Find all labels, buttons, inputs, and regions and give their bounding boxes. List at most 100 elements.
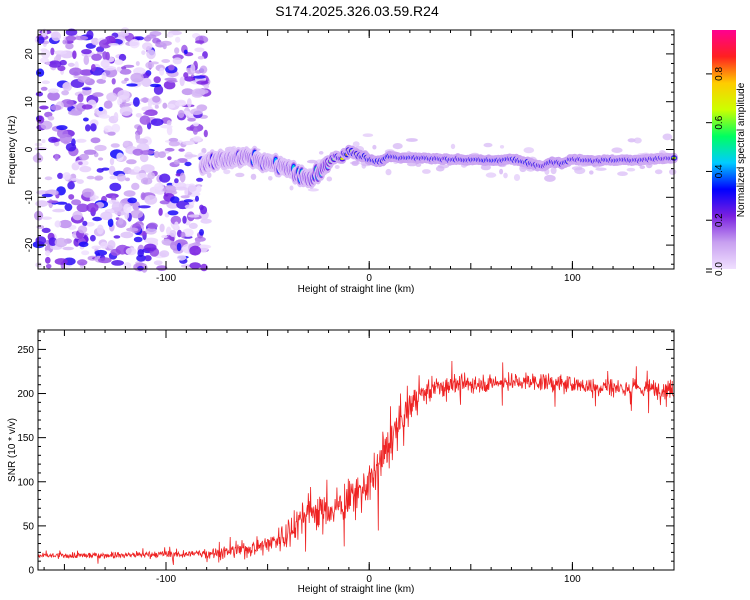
spectrogram-noise-blob	[194, 47, 205, 53]
spectrogram-noise-blob	[100, 59, 110, 68]
spectrogram-noise-blob	[41, 193, 53, 198]
spectrogram-noise-blob	[68, 194, 75, 200]
spectrogram-noise-blob	[117, 89, 130, 100]
spectrogram-noise-blob	[196, 177, 204, 182]
spectrogram-noise-blob	[189, 262, 201, 269]
colorbar-tick-label: 0.4	[714, 164, 725, 178]
snr-y-tick-label: 50	[23, 521, 35, 532]
snr-y-tick-label: 0	[28, 566, 34, 577]
spectrogram-noise-blob	[147, 98, 153, 109]
spectrogram-noise-blob	[45, 256, 51, 264]
spectrogram-noise-blob	[190, 108, 203, 115]
spectrogram-noise-blob	[144, 243, 157, 252]
spectrogram-noise-blob	[152, 95, 161, 103]
spectrogram-noise-blob	[46, 200, 59, 204]
spectrogram-noise-blob	[119, 106, 133, 116]
spectrogram-noise-blob	[75, 138, 87, 143]
colorbar-tick-label: 0.8	[714, 67, 725, 81]
snr-series-line	[37, 360, 675, 565]
spectrogram-noise-blob	[108, 43, 119, 47]
spectrogram-noise-blob	[64, 203, 73, 212]
spectrogram-noise-blob	[96, 168, 104, 173]
spectrogram-noise-blob	[166, 33, 174, 38]
spectrogram-noise-blob	[102, 51, 108, 60]
spectrogram-noise-blob	[79, 165, 92, 173]
colorbar-tick-label: 0.0	[714, 262, 725, 276]
spectrogram-noise-blob	[83, 149, 97, 155]
spectrogram-noise-blob	[523, 147, 535, 154]
spectrogram-noise-blob	[166, 103, 176, 109]
spectrogram-noise-blob	[147, 172, 155, 180]
spectrogram-noise-blob	[175, 173, 182, 177]
spectrogram-noise-blob	[71, 178, 79, 182]
spectrogram-noise-blob	[126, 159, 137, 165]
spectrogram-noise-blob	[188, 222, 198, 229]
spectrogram-noise-blob	[192, 127, 198, 135]
spectrogram-noise-blob	[48, 60, 62, 68]
snr-y-tick-label: 250	[17, 345, 34, 356]
spectrogram-noise-blob	[318, 151, 324, 155]
spectrogram-noise-blob	[109, 182, 122, 192]
spectrogram-noise-blob	[51, 31, 61, 42]
spectrogram-noise-blob	[40, 86, 48, 91]
spectrogram-noise-blob	[62, 39, 68, 45]
snr-plot-background	[38, 330, 674, 570]
spectrogram-noise-blob	[91, 53, 102, 61]
spectrogram-noise-blob	[268, 176, 273, 181]
spectrogram-noise-blob	[153, 76, 161, 84]
spectrogram-noise-blob	[154, 104, 159, 109]
spectrogram-noise-blob	[550, 167, 557, 175]
spectrogram-noise-blob	[110, 143, 120, 148]
spectrogram-noise-blob	[96, 224, 104, 235]
spectrogram-noise-blob	[173, 159, 180, 165]
spectrogram-noise-blob	[140, 150, 155, 155]
spectrogram-noise-blob	[45, 250, 51, 257]
spectrogram-noise-blob	[85, 222, 95, 227]
spectrogram-noise-blob	[132, 201, 141, 211]
spectrogram-noise-blob	[162, 43, 167, 50]
spectrogram-noise-blob	[41, 227, 51, 233]
spectrogram-noise-blob	[170, 196, 180, 204]
spectrogram-noise-blob	[101, 72, 107, 81]
spectrogram-noise-blob	[178, 148, 185, 152]
snr-panel: -100 0 100 0 50 100 150 200 250 Height of straig…	[7, 329, 675, 595]
spectrogram-noise-blob	[77, 225, 88, 234]
spectrogram-noise-blob	[669, 168, 677, 175]
spectrogram-noise-blob	[167, 156, 172, 161]
spectrogram-noise-blob	[139, 115, 151, 125]
colorbar: 0.0 0.2 0.4 0.6 0.8 Normalized spectral ampl…	[706, 30, 747, 276]
spectrogram-noise-blob	[59, 59, 67, 66]
spectrogram-noise-blob	[627, 138, 636, 143]
spectrogram-noise-blob	[326, 176, 333, 182]
spectrogram-noise-blob	[111, 201, 123, 212]
spectrogram-noise-blob	[203, 84, 210, 89]
spectrogram-noise-blob	[611, 147, 623, 153]
spectrogram-noise-blob	[174, 178, 179, 184]
spectrogram-noise-blob	[92, 216, 102, 222]
spectrogram-noise-blob	[174, 221, 179, 230]
spectrogram-noise-blob	[53, 50, 67, 55]
spectrogram-noise-blob	[119, 68, 132, 75]
spectrogram-noise-blob	[86, 30, 94, 39]
spectrogram-noise-blob	[250, 173, 257, 180]
spectrogram-noise-blob	[54, 153, 59, 161]
spectrogram-noise-blob	[161, 234, 168, 239]
spectrogram-noise-blob	[156, 265, 168, 271]
spectrogram-noise-blob	[96, 46, 105, 53]
spectrogram-noise-blob	[107, 240, 116, 250]
spectrogram-noise-blob	[45, 264, 52, 269]
snr-x-tick-label: 100	[564, 574, 581, 585]
spectrogram-noise-blob	[115, 244, 130, 255]
spectrogram-noise-blob	[94, 144, 107, 152]
spectrogram-noise-blob	[130, 209, 144, 219]
spectrogram-noise-blob	[81, 49, 92, 55]
spectrogram-noise-blob	[109, 157, 115, 166]
spectrogram-noise-blob	[113, 112, 119, 122]
spectrogram-noise-blob	[98, 257, 112, 264]
spectrogram-noise-blob	[352, 141, 360, 147]
spectrogram-y-tick-label: 10	[24, 96, 35, 108]
spectrogram-noise-blob	[135, 61, 140, 66]
